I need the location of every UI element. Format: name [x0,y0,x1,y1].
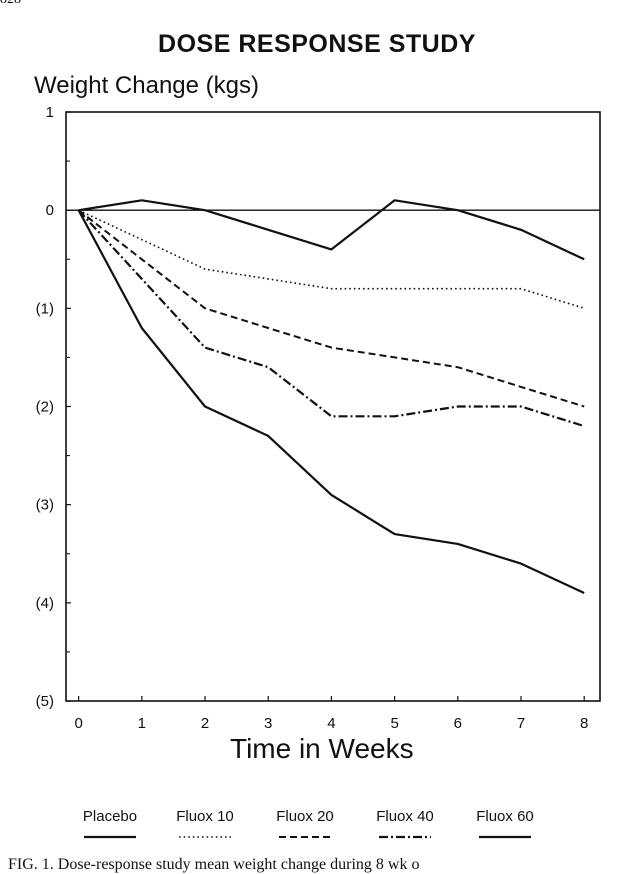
y-tick-label: (5) [36,693,54,710]
legend-label: Fluox 40 [376,808,434,825]
x-tick-label: 2 [201,715,209,732]
y-tick-label: (2) [36,399,54,416]
series-line-placebo [78,199,585,261]
x-tick-label: 3 [264,715,272,732]
x-tick-label: 1 [138,715,146,732]
x-tick-label: 6 [454,715,462,732]
x-tick-label: 5 [390,715,398,732]
page-number-fragment: 828 [0,0,21,8]
x-tick-label: 0 [74,715,82,732]
series-line-fluox-10 [78,209,585,310]
x-axis-title: Time in Weeks [230,733,414,764]
series-line-fluox-20 [77,209,585,408]
x-tick-label: 4 [327,715,335,732]
legend-label: Fluox 20 [276,808,334,825]
legend-label: Fluox 60 [476,808,534,825]
y-tick-label: (4) [36,595,54,612]
y-tick-label: 0 [46,202,54,219]
series-line-fluox-60 [77,209,585,594]
x-tick-label: 7 [517,715,525,732]
y-tick-label: (1) [36,300,54,317]
y-tick-label: 1 [46,104,54,121]
figure-caption: FIG. 1. Dose-response study mean weight … [8,856,420,873]
series-line-fluox-40 [77,209,585,428]
legend-label: Placebo [83,808,137,825]
y-axis-title: Weight Change (kgs) [34,72,259,99]
legend-label: Fluox 10 [176,808,234,825]
chart-title: DOSE RESPONSE STUDY [158,30,476,58]
x-tick-label: 8 [580,715,588,732]
y-tick-label: (3) [36,497,54,514]
